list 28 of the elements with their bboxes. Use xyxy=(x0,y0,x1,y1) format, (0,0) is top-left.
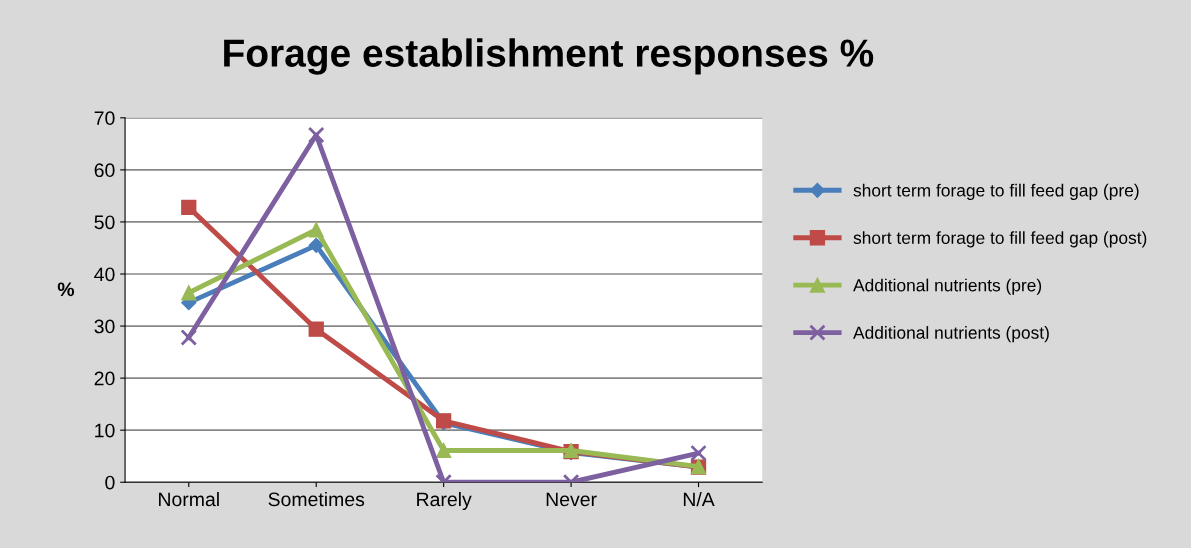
legend-label: short term forage to fill feed gap (post) xyxy=(853,231,1147,248)
x-tick-label: Normal xyxy=(159,491,219,507)
y-tick-label: 50 xyxy=(94,215,115,230)
point xyxy=(307,126,325,144)
point xyxy=(181,199,197,216)
x-tick-label: Sometimes xyxy=(268,491,365,507)
point xyxy=(690,444,707,462)
y-tick-label: 10 xyxy=(95,423,115,438)
x-tick-label: Rarely xyxy=(417,491,472,511)
y-tick-label: 40 xyxy=(94,267,115,282)
x-tick-label: N/A xyxy=(683,491,715,507)
point xyxy=(180,329,198,346)
chart-title: Forage establishment responses % xyxy=(224,38,874,75)
y-axis-title: % xyxy=(57,282,75,297)
y-tick-label: 60 xyxy=(94,163,115,178)
point xyxy=(308,321,324,337)
point xyxy=(181,285,197,301)
y-tick-label: 30 xyxy=(94,319,115,334)
point xyxy=(308,222,324,238)
legend-label: Additional nutrients (post) xyxy=(853,326,1049,343)
y-tick-label: 0 xyxy=(105,475,115,490)
y-tick-label: 20 xyxy=(94,371,115,386)
legend-label: Additional nutrients (pre) xyxy=(853,278,1042,295)
y-tick-label: 70 xyxy=(94,111,115,126)
x-tick-label: Never xyxy=(546,492,597,507)
point xyxy=(308,237,324,253)
legend-label: short term forage to fill feed gap (pre) xyxy=(853,183,1139,200)
point xyxy=(436,442,452,459)
